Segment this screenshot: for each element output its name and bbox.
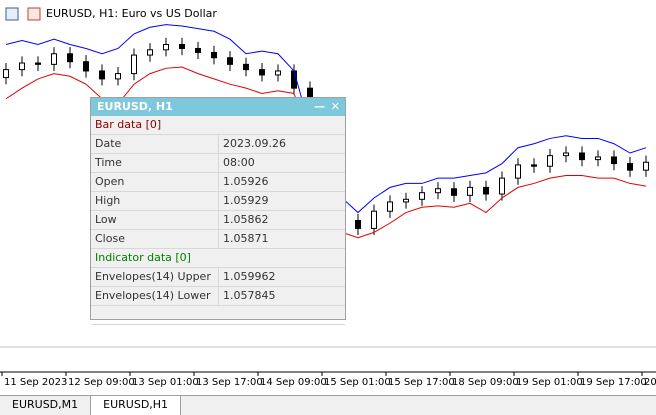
candle-body xyxy=(515,164,521,179)
data-row: Low 1.05862 xyxy=(91,211,345,230)
x-tick-label: 13 Sep 01:00 xyxy=(132,377,199,388)
candle-body xyxy=(147,49,153,56)
candle-body xyxy=(355,219,361,229)
panel-title-text: EURUSD, H1 xyxy=(97,100,173,113)
data-row: Open 1.05926 xyxy=(91,173,345,192)
x-tick-label: 11 Sep 2023 xyxy=(4,377,67,388)
candle-body xyxy=(67,53,73,63)
candle-body xyxy=(627,163,633,171)
candle-body xyxy=(131,54,137,75)
data-row: Envelopes(14) Upper 1.059962 xyxy=(91,268,345,287)
candle-body xyxy=(531,164,537,167)
icon xyxy=(27,7,41,21)
candle-body xyxy=(3,69,9,79)
candle-body xyxy=(371,210,377,229)
data-row: Close 1.05871 xyxy=(91,230,345,249)
panel-title: EURUSD, H1 — ✕ xyxy=(91,98,345,116)
candle-body xyxy=(499,177,505,195)
label: Close xyxy=(91,230,219,248)
data-row: Envelopes(14) Lower 1.057845 xyxy=(91,287,345,306)
chart-title: EURUSD, H1: Euro vs US Dollar xyxy=(46,7,217,20)
value: 1.05862 xyxy=(223,213,269,226)
label: High xyxy=(91,192,219,210)
section-title: Bar data [0] xyxy=(91,116,345,135)
candle-body xyxy=(547,155,553,167)
x-tick-label: 15 Sep 17:00 xyxy=(388,377,455,388)
candle-body xyxy=(435,188,441,194)
candle-body xyxy=(179,43,185,49)
candle-body xyxy=(643,161,649,171)
icon xyxy=(5,7,19,21)
candle-body xyxy=(51,53,57,65)
close[interactable]: ✕ xyxy=(330,100,340,113)
value: 2023.09.26 xyxy=(223,137,286,150)
candle-body xyxy=(227,57,233,65)
data-row: Time 08:00 xyxy=(91,154,345,173)
tabs: EURUSD,M1 EURUSD,H1 xyxy=(0,395,656,415)
label: Envelopes(14) Upper xyxy=(91,268,219,286)
candle-body xyxy=(451,188,457,196)
candle-body xyxy=(211,51,217,59)
panel-body: Bar data [0] Date 2023.09.26 Time 08:00 Open 1… xyxy=(91,116,345,325)
candle-body xyxy=(291,70,297,89)
label: Date xyxy=(91,135,219,153)
candle-body xyxy=(99,70,105,80)
value: 1.05929 xyxy=(223,194,269,207)
x-tick-label: 19 Sep 17:00 xyxy=(580,377,647,388)
candle-body xyxy=(243,63,249,71)
value: 1.059962 xyxy=(223,270,276,283)
x-tick-label: 18 Sep 09:00 xyxy=(452,377,519,388)
candle-body xyxy=(115,73,121,80)
candle-body xyxy=(595,156,601,161)
candle-body xyxy=(275,70,281,76)
x-tick-label: 14 Sep 09:00 xyxy=(260,377,327,388)
tab[interactable]: EURUSD,H1 xyxy=(91,396,182,415)
tab[interactable]: EURUSD,M1 xyxy=(0,396,92,415)
value: 1.057845 xyxy=(223,289,276,302)
value: 1.05871 xyxy=(223,232,269,245)
minimize[interactable]: — xyxy=(314,100,325,113)
candle-body xyxy=(195,47,201,53)
x-tick-label: 12 Sep 09:00 xyxy=(68,377,135,388)
candle-body xyxy=(467,186,473,196)
candle-body xyxy=(419,192,425,200)
value: 1.05926 xyxy=(223,175,269,188)
label: Low xyxy=(91,211,219,229)
candle-body xyxy=(83,61,89,72)
candle-body xyxy=(259,69,265,76)
candle-body xyxy=(579,152,585,161)
section-title: Indicator data [0] xyxy=(91,249,345,268)
candle-body xyxy=(19,62,25,71)
x-tick-label: 15 Sep 01:00 xyxy=(324,377,391,388)
label: Open xyxy=(91,173,219,191)
data-row xyxy=(91,306,345,325)
label: Envelopes(14) Lower xyxy=(91,287,219,305)
value: 08:00 xyxy=(223,156,255,169)
label: Time xyxy=(91,154,219,172)
data-window[interactable]: EURUSD, H1 — ✕ Bar data [0] Date 2023.09.2… xyxy=(90,97,346,325)
data-row: Date 2023.09.26 xyxy=(91,135,345,154)
x-tick-label: 19 Sep 01:00 xyxy=(516,377,583,388)
candle-body xyxy=(387,201,393,212)
x-tick-label: 20 xyxy=(644,377,656,388)
candle-body xyxy=(35,62,41,65)
candle-body xyxy=(611,156,617,165)
candle-body xyxy=(563,152,569,157)
x-tick-label: 13 Sep 17:00 xyxy=(196,377,263,388)
candle-body xyxy=(163,43,169,51)
candle-body xyxy=(483,186,489,195)
candle-body xyxy=(403,198,409,203)
data-row: High 1.05929 xyxy=(91,192,345,211)
